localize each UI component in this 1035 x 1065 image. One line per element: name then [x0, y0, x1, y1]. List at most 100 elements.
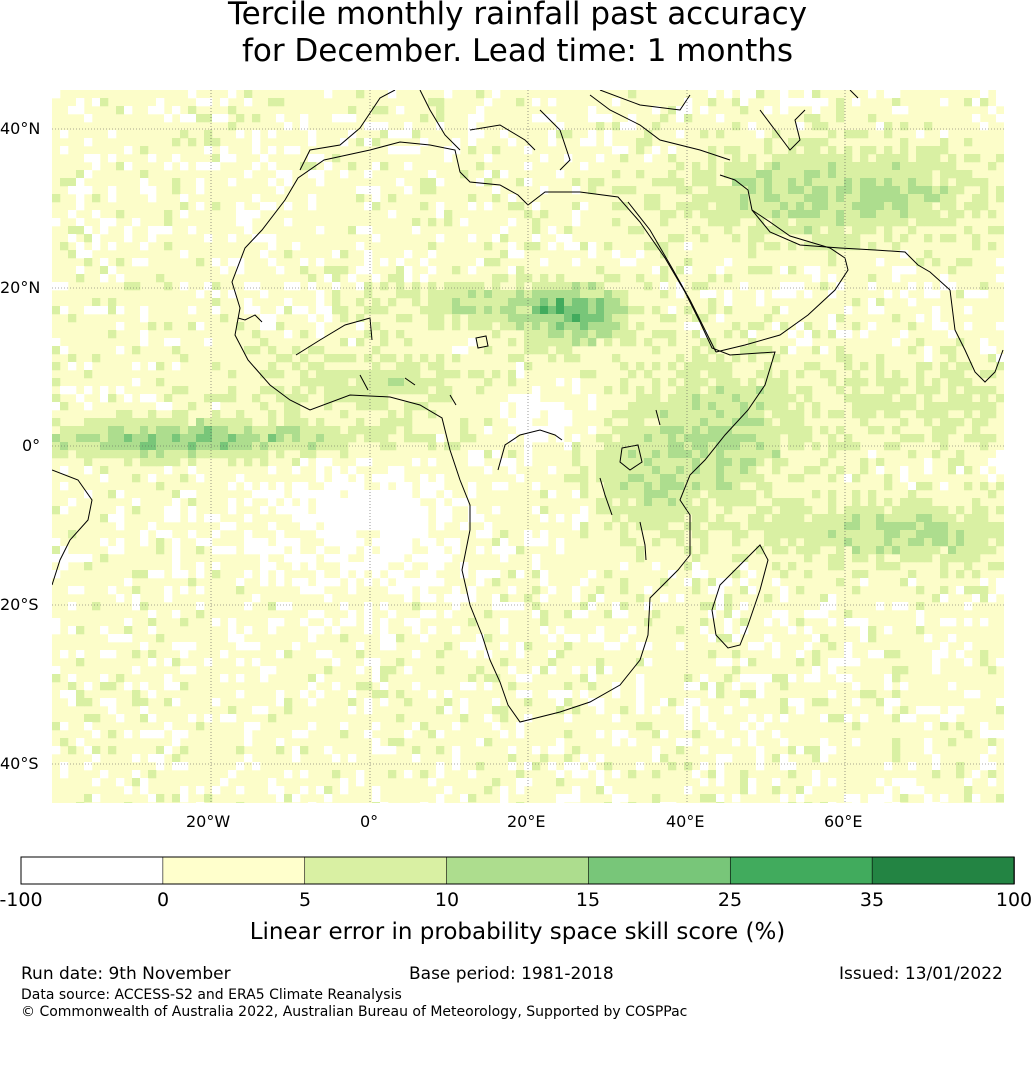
grid-cell [748, 450, 757, 459]
grid-cell [572, 338, 581, 347]
grid-cell [908, 578, 917, 587]
grid-cell [844, 130, 853, 139]
grid-cell [724, 426, 733, 435]
grid-cell [884, 762, 893, 771]
grid-cell [68, 530, 77, 539]
grid-cell [132, 498, 141, 507]
grid-cell [940, 146, 949, 155]
grid-cell [388, 530, 397, 539]
grid-cell [468, 306, 477, 315]
grid-cell [116, 162, 125, 171]
grid-cell [812, 226, 821, 235]
grid-cell [460, 706, 469, 715]
grid-cell [324, 578, 333, 587]
grid-cell [436, 386, 445, 395]
grid-cell [972, 290, 981, 299]
grid-cell [388, 642, 397, 651]
grid-cell [972, 538, 981, 547]
grid-cell [220, 522, 229, 531]
grid-cell [612, 306, 621, 315]
grid-cell [772, 498, 781, 507]
grid-cell [468, 434, 477, 443]
grid-cell [724, 290, 733, 299]
grid-cell [580, 466, 589, 475]
grid-cell [964, 586, 973, 595]
grid-cell [516, 602, 525, 611]
grid-cell [868, 202, 877, 211]
grid-cell [60, 770, 69, 779]
grid-cell [540, 306, 549, 315]
grid-cell [708, 362, 717, 371]
grid-cell [244, 218, 253, 227]
grid-cell [172, 362, 181, 371]
grid-cell [940, 530, 949, 539]
grid-cell [788, 242, 797, 251]
grid-cell [276, 98, 285, 107]
grid-cell [460, 594, 469, 603]
grid-cell [132, 650, 141, 659]
grid-cell [764, 490, 773, 499]
grid-cell [636, 426, 645, 435]
grid-cell [116, 418, 125, 427]
grid-cell [428, 290, 437, 299]
grid-cell [412, 578, 421, 587]
grid-cell [316, 226, 325, 235]
grid-cell [412, 146, 421, 155]
grid-cell [292, 282, 301, 291]
grid-cell [820, 138, 829, 147]
grid-cell [732, 610, 741, 619]
grid-cell [852, 802, 861, 803]
grid-cell [308, 442, 317, 451]
grid-cell [812, 410, 821, 419]
grid-cell [628, 474, 637, 483]
grid-cell [708, 578, 717, 587]
grid-cell [692, 474, 701, 483]
grid-cell [468, 266, 477, 275]
grid-cell [556, 330, 565, 339]
grid-cell [748, 522, 757, 531]
grid-cell [660, 290, 669, 299]
grid-cell [276, 490, 285, 499]
grid-cell [772, 642, 781, 651]
grid-cell [788, 410, 797, 419]
grid-cell [964, 794, 973, 803]
grid-cell [668, 154, 677, 163]
grid-cell [412, 386, 421, 395]
grid-cell [116, 386, 125, 395]
grid-cell [812, 490, 821, 499]
grid-cell [860, 530, 869, 539]
grid-cell [60, 466, 69, 475]
grid-cell [228, 122, 237, 131]
grid-cell [348, 114, 357, 123]
grid-cell [332, 378, 341, 387]
grid-cell [484, 290, 493, 299]
grid-cell [764, 146, 773, 155]
grid-cell [772, 186, 781, 195]
grid-cell [556, 514, 565, 523]
grid-cell [700, 434, 709, 443]
grid-cell [436, 394, 445, 403]
grid-cell [700, 394, 709, 403]
grid-cell [996, 322, 1004, 331]
grid-cell [356, 650, 365, 659]
grid-cell [892, 162, 901, 171]
grid-cell [876, 154, 885, 163]
grid-cell [380, 546, 389, 555]
grid-cell [716, 594, 725, 603]
grid-cell [228, 426, 237, 435]
grid-cell [884, 202, 893, 211]
grid-cell [852, 514, 861, 523]
grid-cell [780, 754, 789, 763]
grid-cell [308, 314, 317, 323]
grid-cell [276, 394, 285, 403]
grid-cell [748, 730, 757, 739]
grid-cell [644, 410, 653, 419]
grid-cell [268, 346, 277, 355]
grid-cell [820, 346, 829, 355]
grid-cell [196, 610, 205, 619]
lake-chad [475, 335, 489, 349]
grid-cell [652, 506, 661, 515]
grid-cell [412, 514, 421, 523]
grid-cell [92, 354, 101, 363]
grid-cell [436, 434, 445, 443]
